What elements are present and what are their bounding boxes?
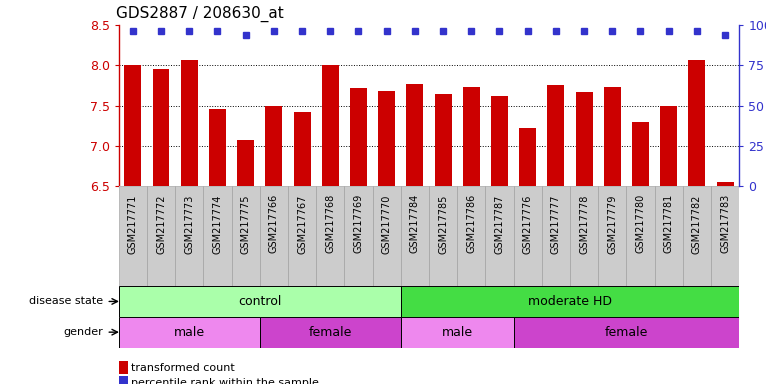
Text: percentile rank within the sample: percentile rank within the sample	[131, 378, 319, 384]
Bar	[147, 186, 175, 286]
Text: GSM217780: GSM217780	[636, 194, 646, 253]
Text: male: male	[442, 326, 473, 339]
Text: GSM217781: GSM217781	[663, 194, 673, 253]
Text: moderate HD: moderate HD	[528, 295, 612, 308]
Bar	[632, 122, 649, 186]
Bar	[119, 286, 401, 317]
Bar	[627, 186, 655, 286]
Bar	[429, 186, 457, 286]
Bar	[689, 60, 705, 186]
Bar	[378, 91, 395, 186]
Bar	[401, 186, 429, 286]
Bar	[350, 88, 367, 186]
Bar	[655, 186, 683, 286]
Bar	[119, 186, 147, 286]
Text: GSM217784: GSM217784	[410, 194, 420, 253]
Text: male: male	[174, 326, 205, 339]
Bar	[513, 317, 739, 348]
Text: control: control	[238, 295, 281, 308]
Bar	[181, 60, 198, 186]
Bar	[604, 87, 620, 186]
Text: GSM217787: GSM217787	[495, 194, 505, 253]
Bar	[288, 186, 316, 286]
Bar	[717, 182, 734, 186]
Bar	[457, 186, 486, 286]
Text: GSM217766: GSM217766	[269, 194, 279, 253]
Bar	[407, 84, 424, 186]
Text: GSM217767: GSM217767	[297, 194, 307, 253]
Bar	[542, 186, 570, 286]
Bar	[293, 112, 310, 186]
Text: GSM217779: GSM217779	[607, 194, 617, 253]
Bar	[513, 186, 542, 286]
Bar	[260, 317, 401, 348]
Bar	[260, 186, 288, 286]
Bar	[316, 186, 345, 286]
Text: GSM217769: GSM217769	[353, 194, 363, 253]
Bar	[548, 86, 565, 186]
Text: GSM217770: GSM217770	[381, 194, 391, 253]
Bar	[372, 186, 401, 286]
Text: GDS2887 / 208630_at: GDS2887 / 208630_at	[116, 6, 283, 22]
Text: GSM217776: GSM217776	[522, 194, 532, 253]
Bar	[575, 92, 593, 186]
Bar	[683, 186, 711, 286]
Bar	[486, 186, 513, 286]
Bar	[152, 70, 169, 186]
Text: GSM217786: GSM217786	[466, 194, 476, 253]
Text: disease state: disease state	[29, 296, 103, 306]
Text: transformed count: transformed count	[131, 363, 234, 373]
Text: GSM217771: GSM217771	[128, 194, 138, 253]
Bar	[322, 65, 339, 186]
Text: GSM217773: GSM217773	[185, 194, 195, 253]
Text: GSM217774: GSM217774	[212, 194, 222, 253]
Bar	[175, 186, 203, 286]
Text: female: female	[604, 326, 648, 339]
Bar	[124, 65, 141, 186]
Bar	[598, 186, 627, 286]
Bar	[491, 96, 508, 186]
Bar	[237, 140, 254, 186]
Text: GSM217772: GSM217772	[156, 194, 166, 254]
Text: GSM217777: GSM217777	[551, 194, 561, 254]
Text: female: female	[309, 326, 352, 339]
Bar	[711, 186, 739, 286]
Bar	[519, 128, 536, 186]
Text: GSM217768: GSM217768	[326, 194, 336, 253]
Bar	[434, 93, 451, 186]
Text: GSM217778: GSM217778	[579, 194, 589, 253]
Bar	[345, 186, 372, 286]
Text: GSM217782: GSM217782	[692, 194, 702, 253]
Bar	[401, 286, 739, 317]
Bar	[660, 106, 677, 186]
Bar	[463, 87, 480, 186]
Bar	[119, 317, 260, 348]
Bar	[209, 109, 226, 186]
Bar	[401, 317, 513, 348]
Text: gender: gender	[64, 327, 103, 337]
Text: GSM217775: GSM217775	[241, 194, 250, 254]
Bar	[231, 186, 260, 286]
Text: GSM217783: GSM217783	[720, 194, 730, 253]
Bar	[570, 186, 598, 286]
Bar	[265, 106, 283, 186]
Text: GSM217785: GSM217785	[438, 194, 448, 253]
Bar	[203, 186, 231, 286]
